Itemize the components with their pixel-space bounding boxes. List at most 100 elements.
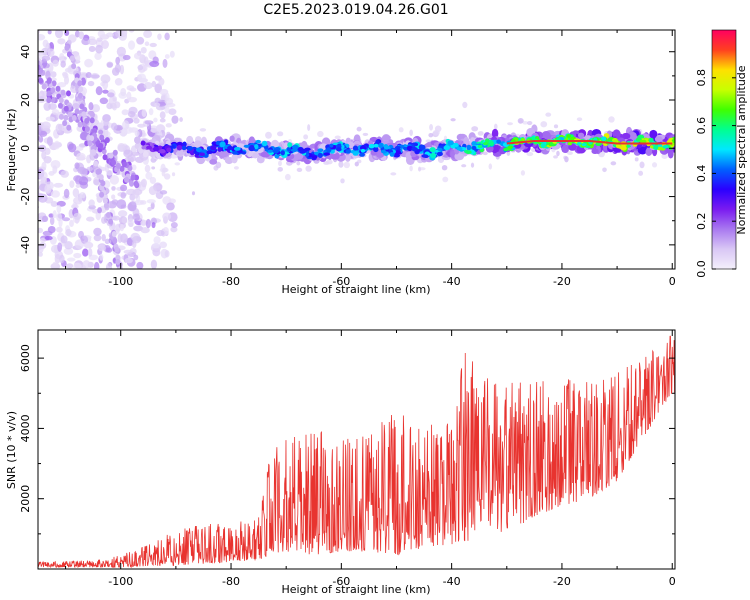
spectrogram-speckle	[38, 187, 40, 195]
spectrogram-ridge-core	[437, 147, 443, 151]
spectrogram-speckle	[128, 30, 135, 33]
spectrogram-streak	[108, 218, 114, 225]
spectrogram-ridge-core	[166, 147, 172, 153]
spectrogram-speckle	[390, 172, 397, 176]
spectrogram-speckle	[418, 166, 422, 172]
spectrogram-speckle	[79, 191, 86, 199]
spectrogram-ridge-halo	[491, 128, 499, 139]
spectrogram-speckle	[85, 72, 92, 79]
y-tick-label: 6000	[19, 344, 32, 372]
spectrogram-speckle	[471, 126, 479, 132]
spectrogram-speckle	[30, 84, 38, 89]
spectrogram-speckle	[97, 244, 106, 252]
spectrogram-speckle	[41, 161, 47, 170]
spectrogram-ridge-core	[566, 134, 572, 138]
spectrogram-speckle	[87, 38, 98, 46]
spectrogram-streak	[41, 83, 47, 90]
spectrogram-streak	[38, 77, 44, 84]
spectrogram-speckle	[112, 104, 117, 111]
spectrogram-speckle	[101, 40, 109, 49]
spectrogram-speckle	[93, 234, 102, 242]
spectrogram-ridge-core	[359, 152, 365, 157]
spectrogram-ridge-core	[639, 139, 647, 143]
spectrogram-ridge-core	[373, 147, 379, 153]
spectrogram-speckle	[191, 191, 196, 196]
x-tick-label: -80	[222, 275, 240, 288]
y-tick-label: 0	[19, 145, 32, 152]
spectrogram-speckle	[57, 242, 63, 252]
spectrogram-speckle	[48, 171, 55, 176]
spectrogram-speckle	[72, 188, 80, 198]
x-tick-label: 0	[669, 275, 676, 288]
spectrogram-ridge-core	[299, 150, 306, 154]
spectrogram-speckle	[661, 153, 668, 159]
spectrogram-ridge-core	[227, 145, 234, 151]
spectrogram-speckle	[343, 161, 351, 169]
spectrogram-ridge-core	[581, 142, 587, 147]
spectrogram-speckle	[66, 257, 76, 262]
spectrogram-streak	[102, 154, 108, 161]
y-tick-label: 4000	[19, 414, 32, 442]
spectrogram-speckle	[38, 227, 44, 234]
spectrogram-speckle	[526, 151, 534, 157]
spectrogram-ridge-core	[496, 139, 501, 144]
spectrogram-ridge-core	[287, 142, 293, 148]
spectrogram-speckle	[57, 82, 67, 88]
spectrogram-streak	[55, 85, 61, 92]
spectrogram-streak	[58, 97, 64, 104]
spectrogram-speckle	[54, 253, 61, 264]
spectrogram-speckle	[520, 170, 526, 176]
spectrogram-streak	[77, 80, 83, 87]
spectrogram-ridge-core	[267, 149, 274, 153]
spectrogram-speckle	[97, 207, 102, 214]
spectrogram-streak	[71, 114, 77, 121]
spectrogram-speckle	[296, 167, 303, 172]
spectrogram-speckle	[44, 147, 51, 156]
spectrogram-ridge-core	[181, 145, 187, 151]
spectrogram-speckle	[179, 117, 183, 122]
spectrogram-panel: -100 -80 -60 -40 -20 0 40 20 0 -20 -40 Height of s…	[5, 29, 676, 296]
spectrogram-speckle	[60, 60, 66, 68]
spectrogram-speckle	[354, 161, 359, 167]
spectrogram-speckle	[38, 263, 39, 266]
spectrogram-speckle	[49, 216, 55, 226]
spectrogram-speckle	[115, 56, 121, 65]
spectrogram-speckle	[317, 130, 324, 138]
spectrogram-streak	[67, 111, 73, 118]
spectrogram-speckle	[82, 248, 89, 257]
spectrogram-speckle	[132, 235, 141, 244]
spectrogram-ridge-core	[176, 145, 183, 151]
spectrogram-streak	[60, 89, 66, 96]
spectrogram-speckle	[163, 173, 171, 180]
spectrogram-speckle	[556, 150, 560, 157]
spectrogram-x-axis-label: Height of straight line (km)	[281, 283, 430, 296]
spectrogram-speckle	[63, 247, 74, 255]
spectrogram-speckle	[151, 166, 156, 170]
spectrogram-speckle	[174, 162, 181, 166]
spectrogram-streak	[99, 191, 105, 198]
spectrogram-speckle	[305, 165, 312, 172]
spectrogram-speckle	[153, 236, 161, 245]
spectrogram-speckle	[133, 117, 140, 124]
spectrogram-speckle	[21, 116, 30, 123]
spectrogram-speckle	[284, 173, 291, 181]
spectrogram-speckle	[127, 218, 134, 227]
spectrogram-speckle	[94, 52, 102, 60]
spectrogram-speckle	[610, 161, 617, 166]
spectrogram-speckle	[69, 219, 74, 228]
spectrogram-ridge-core	[210, 145, 217, 151]
spectrogram-speckle	[149, 60, 160, 68]
spectrogram-streak	[63, 114, 69, 121]
spectrogram-speckle	[28, 128, 38, 135]
spectrogram-speckle	[171, 115, 179, 124]
spectrogram-speckle	[145, 171, 153, 180]
spectrogram-speckle	[91, 104, 101, 113]
spectrogram-ridge-core	[304, 147, 311, 151]
spectrogram-speckle	[117, 142, 126, 152]
spectrogram-ridge-core	[206, 150, 213, 155]
spectrogram-speckle	[409, 129, 413, 136]
spectrogram-streak	[102, 197, 108, 204]
spectrogram-speckle	[46, 136, 53, 146]
spectrogram-streak	[98, 142, 104, 149]
spectrogram-ridge-core	[662, 145, 669, 149]
